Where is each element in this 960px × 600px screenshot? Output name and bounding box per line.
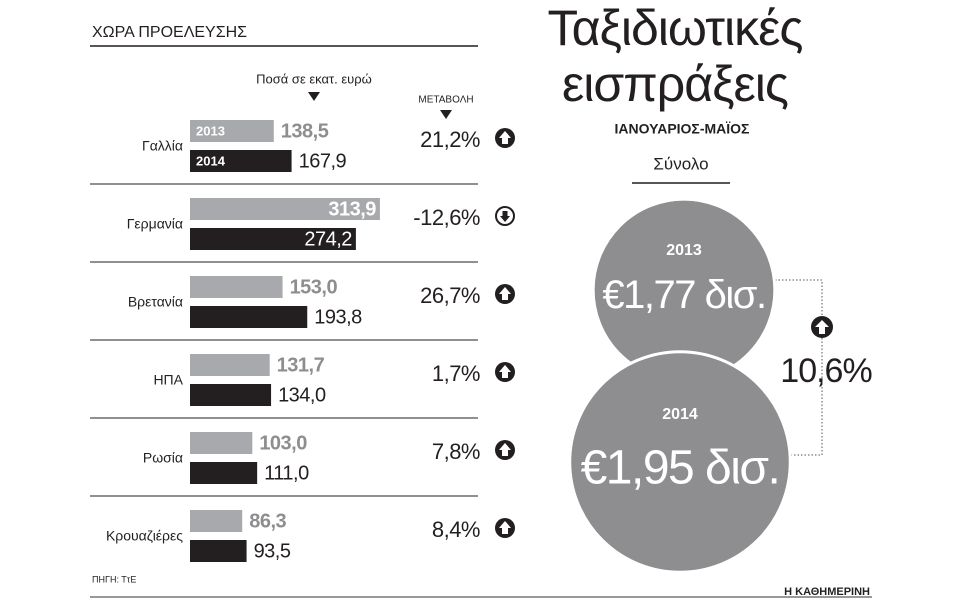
bar bbox=[190, 384, 272, 406]
up-arrow bbox=[815, 320, 829, 334]
category-label: Γερμανία bbox=[127, 216, 183, 232]
value-label: 111,0 bbox=[264, 462, 309, 484]
up-arrow bbox=[499, 365, 511, 378]
value-label: Ποσά σε εκατ. ευρώ bbox=[256, 71, 372, 86]
value-label: 103,0 bbox=[259, 432, 307, 454]
bubble-value: €1,77 δισ. bbox=[602, 273, 765, 317]
pointer bbox=[308, 92, 320, 101]
source: ΠΗΓΗ: ΤτΕ bbox=[92, 574, 136, 584]
up-arrow bbox=[499, 131, 511, 144]
value-label: 138,5 bbox=[281, 120, 329, 142]
bar bbox=[190, 276, 283, 298]
title: Ταξιδιωτικές εισπράξεις bbox=[547, 0, 804, 112]
category-label: Γαλλία bbox=[142, 138, 183, 154]
category-label: Βρετανία bbox=[128, 294, 183, 310]
connector bbox=[775, 279, 823, 456]
up-arrow bbox=[499, 521, 511, 534]
bar bbox=[190, 228, 356, 250]
total-change: 10,6% bbox=[780, 352, 872, 390]
column-title: ΧΩΡΑ ΠΡΟΕΛΕΥΣΗΣ bbox=[92, 24, 247, 41]
total-label: Σύνολο bbox=[653, 154, 708, 173]
value-label: 86,3 bbox=[249, 510, 286, 532]
change-label: ΜΕΤΑΒΟΛΗ bbox=[418, 95, 473, 106]
legend-label: 2014 bbox=[196, 153, 226, 168]
change-value: 8,4% bbox=[432, 517, 480, 542]
up-arrow bbox=[499, 443, 511, 456]
bar bbox=[190, 510, 243, 532]
value-label: 131,7 bbox=[277, 354, 325, 376]
pointer bbox=[440, 110, 452, 119]
bar bbox=[190, 432, 253, 454]
bubble-year: 2013 bbox=[666, 242, 702, 259]
bar bbox=[190, 354, 270, 376]
value-label: 134,0 bbox=[278, 384, 326, 406]
legend-label: 2013 bbox=[196, 123, 225, 138]
category-label: ΗΠΑ bbox=[153, 372, 183, 388]
value-label: 153,0 bbox=[290, 276, 338, 298]
value-label: 313,9 bbox=[328, 198, 376, 220]
bar bbox=[190, 540, 247, 562]
category-label: Ρωσία bbox=[143, 450, 183, 466]
brand: Η ΚΑΘΗΜΕΡΙΝΗ bbox=[784, 586, 870, 598]
value-label: 93,5 bbox=[254, 540, 291, 562]
value-label: 274,2 bbox=[304, 228, 352, 250]
down-arrow bbox=[500, 211, 510, 222]
change-value: 7,8% bbox=[432, 439, 480, 464]
change-value: 1,7% bbox=[432, 361, 480, 386]
change-value: 26,7% bbox=[420, 283, 480, 308]
bar bbox=[190, 120, 274, 142]
bar bbox=[190, 462, 258, 484]
change-value: -12,6% bbox=[413, 205, 480, 230]
up-arrow bbox=[499, 287, 511, 300]
bar bbox=[190, 198, 380, 220]
change-value: 21,2% bbox=[420, 127, 480, 152]
value-label: 193,8 bbox=[314, 306, 362, 328]
bar bbox=[190, 306, 308, 328]
category-label: Κρουαζιέρες bbox=[106, 528, 183, 544]
bubble-value: €1,95 δισ. bbox=[581, 441, 780, 494]
bubble-year: 2014 bbox=[662, 406, 698, 423]
bar bbox=[190, 150, 292, 172]
bubble bbox=[568, 350, 792, 574]
value-label: 167,9 bbox=[299, 150, 347, 172]
subtitle: ΙΑΝΟΥΑΡΙΟΣ-ΜΑΪΟΣ bbox=[615, 121, 750, 137]
